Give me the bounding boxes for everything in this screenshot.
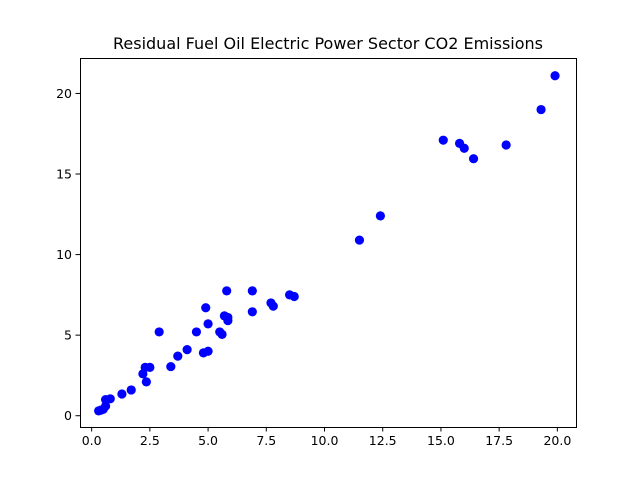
chart-title: Residual Fuel Oil Electric Power Sector … <box>113 34 543 53</box>
x-tick-label: 20.0 <box>543 433 571 448</box>
data-point-28 <box>247 307 257 317</box>
x-tick-label: 0.0 <box>82 433 102 448</box>
data-point-20 <box>203 319 213 329</box>
data-point-6 <box>117 389 127 399</box>
y-tick-label: 5 <box>64 328 72 343</box>
y-tick-label: 0 <box>64 408 72 423</box>
data-point-22 <box>217 329 227 339</box>
data-point-32 <box>289 291 299 302</box>
data-point-13 <box>166 361 176 372</box>
data-point-34 <box>375 211 385 221</box>
x-tick-label: 5.0 <box>198 433 218 448</box>
data-point-37 <box>459 143 469 153</box>
x-tick-label: 10.0 <box>311 433 339 448</box>
data-point-19 <box>203 346 213 356</box>
data-point-39 <box>501 140 511 150</box>
data-point-38 <box>468 154 479 164</box>
data-points <box>94 71 560 416</box>
data-point-16 <box>191 327 202 337</box>
data-point-11 <box>145 362 155 372</box>
y-tick-label: 10 <box>56 247 72 262</box>
y-axis: 0 5 10 15 20 <box>56 86 80 423</box>
data-point-3 <box>101 401 111 411</box>
data-point-15 <box>182 345 192 355</box>
data-point-12 <box>154 327 164 337</box>
data-point-33 <box>354 235 365 245</box>
x-tick-label: 17.5 <box>485 433 513 448</box>
data-point-14 <box>173 351 183 361</box>
x-tick-label: 7.5 <box>256 433 276 448</box>
data-point-41 <box>550 71 560 81</box>
data-point-35 <box>438 135 448 145</box>
x-axis: 0.0 2.5 5.0 7.5 10.0 12.5 15.0 17.5 20.0 <box>82 427 571 448</box>
data-point-24 <box>222 286 232 296</box>
data-point-30 <box>268 301 278 311</box>
x-tick-label: 15.0 <box>427 433 455 448</box>
data-point-5 <box>105 394 115 404</box>
data-point-27 <box>247 286 257 296</box>
x-tick-label: 2.5 <box>140 433 160 448</box>
data-point-26 <box>223 312 233 323</box>
data-point-40 <box>536 104 546 115</box>
plot-frame <box>80 58 577 428</box>
data-point-7 <box>126 385 136 395</box>
y-tick-label: 15 <box>56 167 72 182</box>
y-tick-label: 20 <box>56 86 72 101</box>
data-point-18 <box>201 303 211 313</box>
data-point-10 <box>141 377 151 387</box>
x-tick-label: 12.5 <box>369 433 397 448</box>
